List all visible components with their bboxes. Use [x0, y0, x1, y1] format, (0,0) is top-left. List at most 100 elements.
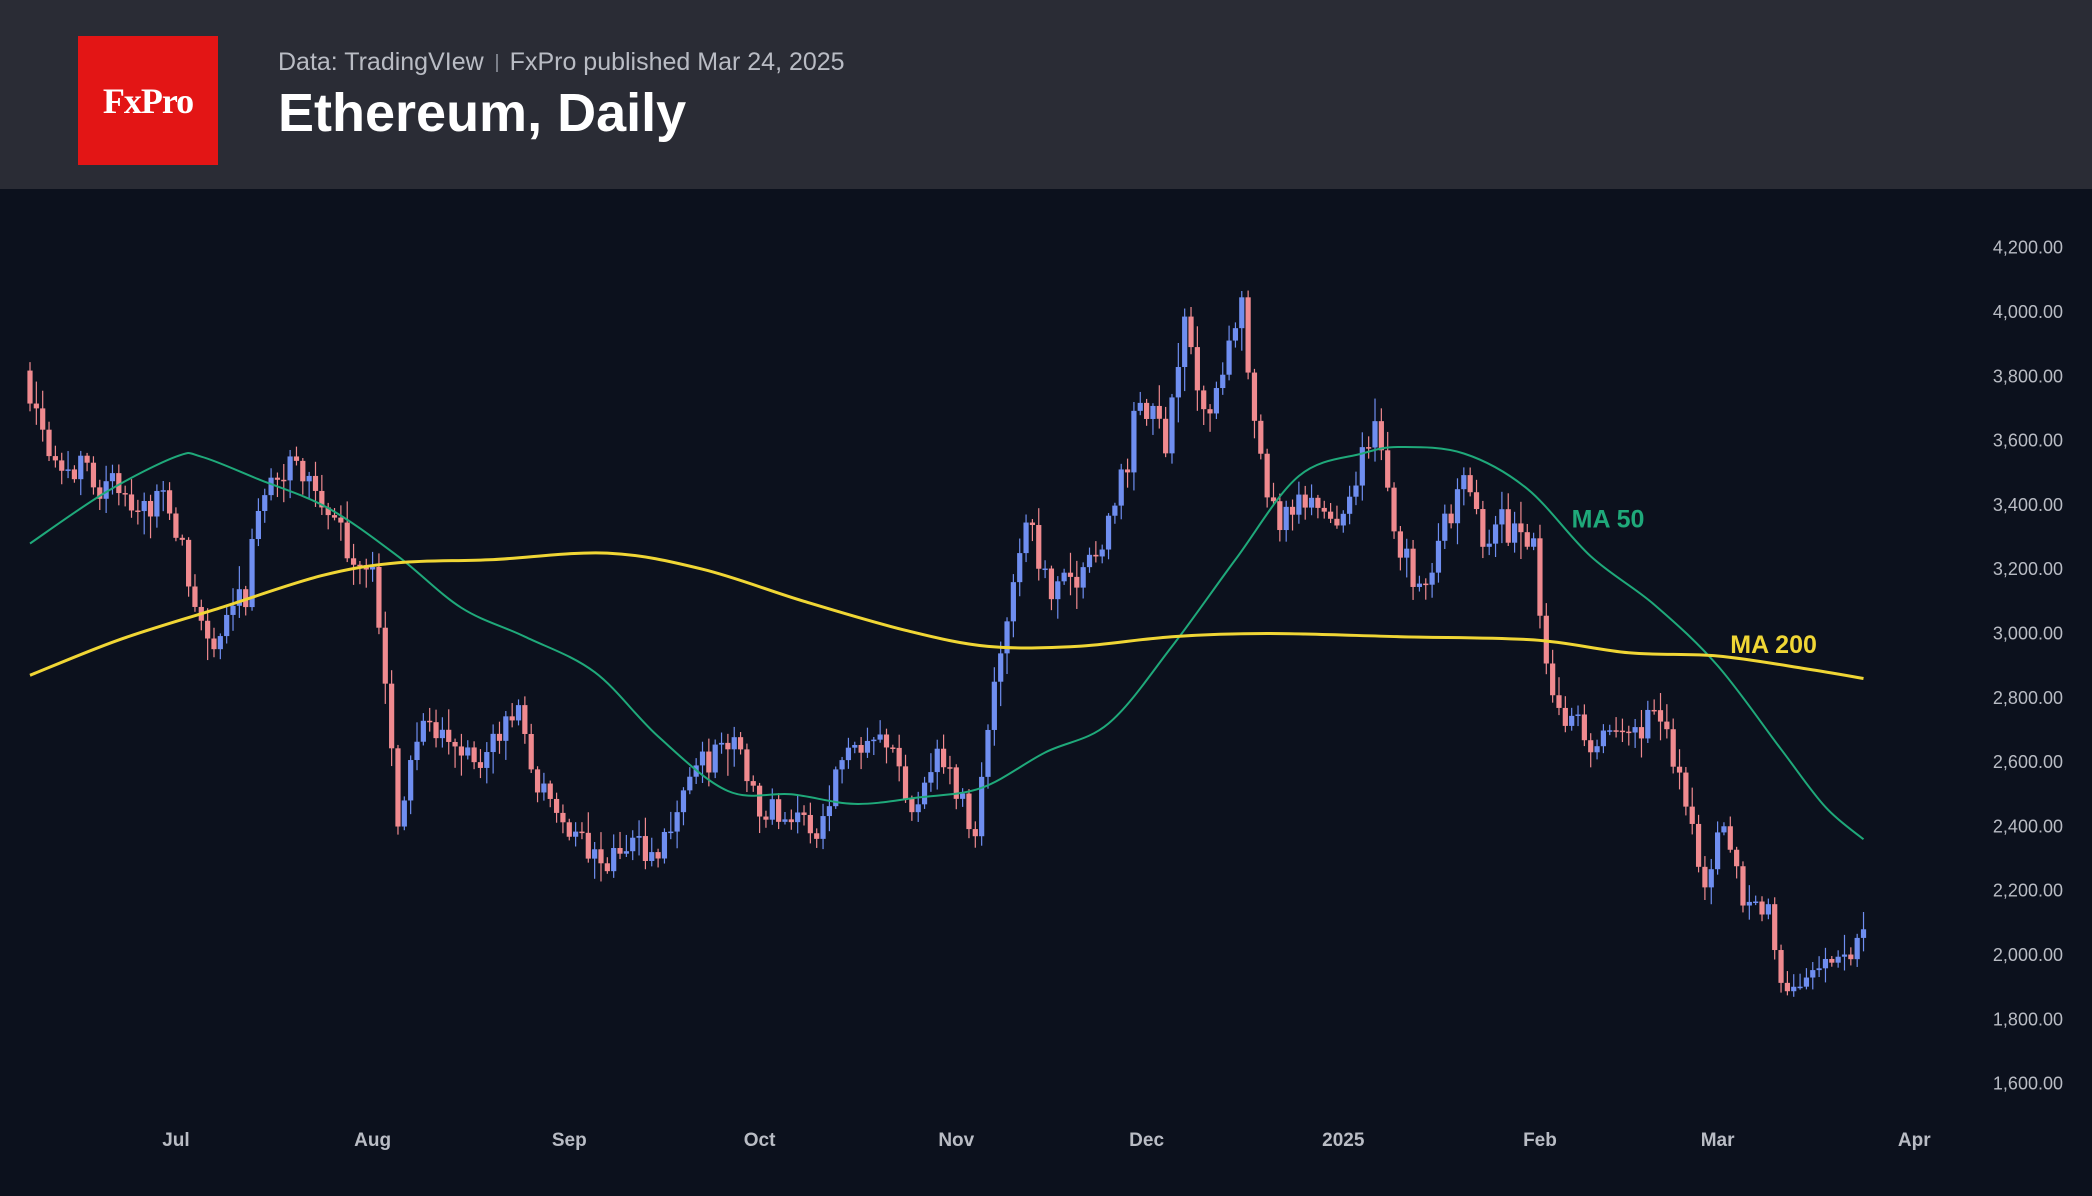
candle-body	[1803, 977, 1810, 987]
candle	[1163, 406, 1169, 458]
candle-body	[1657, 710, 1664, 722]
candle-body	[1562, 707, 1568, 726]
candle	[528, 723, 534, 773]
candle	[725, 733, 731, 776]
candle-body	[1556, 695, 1562, 708]
candle-body	[890, 747, 896, 749]
candle-body	[84, 455, 90, 463]
candle	[960, 788, 966, 807]
candle-body	[1600, 730, 1607, 747]
ethereum-candlestick-chart: MA 50 MA 200 1,600.00 1,800.00 2,000.00 2,20…	[27, 238, 2063, 1151]
candle-body	[1784, 982, 1790, 992]
logo-text: FxPro	[102, 80, 194, 121]
candle-body	[1074, 576, 1080, 588]
candle	[598, 832, 604, 882]
candle-body	[1461, 475, 1467, 490]
candle	[566, 818, 572, 841]
chart-meta: Data: TradingVIew FxPro published Mar 24…	[278, 48, 845, 77]
candle-body	[1410, 548, 1416, 587]
candle	[1004, 617, 1010, 674]
candle	[1581, 704, 1587, 747]
candle	[306, 471, 312, 499]
candle	[1074, 560, 1080, 609]
candle-body	[205, 620, 211, 639]
candle	[826, 785, 832, 832]
candle-body	[40, 408, 46, 430]
candle-body	[699, 751, 706, 766]
candle	[1067, 552, 1074, 596]
y-tick-label: 3,200.00	[1993, 559, 2063, 579]
x-tick-label: Nov	[938, 1130, 974, 1151]
candle-body	[103, 481, 109, 499]
candle-body	[573, 831, 579, 837]
candle-body	[1423, 583, 1429, 586]
publisher: FxPro published Mar 24, 2025	[509, 48, 845, 76]
candle	[363, 558, 369, 588]
candle	[1366, 436, 1372, 459]
candle-body	[1581, 714, 1587, 741]
candle	[1676, 749, 1683, 790]
candle-body	[1613, 730, 1619, 732]
candle-body	[166, 490, 173, 514]
candle	[1220, 362, 1226, 395]
candle-body	[1359, 447, 1365, 486]
candle-body	[1086, 554, 1093, 568]
candle	[1099, 544, 1105, 564]
candle-body	[1131, 410, 1137, 473]
fxpro-logo: FxPro	[78, 36, 218, 165]
candle-body	[446, 729, 452, 742]
price-axis: 1,600.00 1,800.00 2,000.00 2,200.00 2,400.00…	[1993, 238, 2063, 1094]
candle	[52, 445, 58, 468]
candle-body	[1835, 956, 1841, 963]
candle-body	[122, 493, 128, 495]
candle	[611, 834, 617, 878]
candle	[1765, 898, 1771, 920]
candle	[1010, 574, 1016, 638]
candle-body	[369, 566, 376, 570]
candle-body	[300, 460, 306, 482]
candle	[1537, 524, 1543, 629]
candle-body	[737, 737, 744, 750]
candle-body	[966, 793, 972, 830]
candle-body	[1277, 501, 1283, 531]
candle	[1803, 968, 1810, 990]
candle	[757, 782, 763, 834]
candle-body	[1454, 489, 1461, 524]
candle	[1467, 467, 1473, 497]
candle	[718, 732, 725, 754]
candle-body	[1854, 937, 1860, 960]
candle-body	[1473, 492, 1480, 510]
candle	[858, 737, 864, 770]
candle-body	[401, 800, 407, 827]
candle	[1594, 739, 1600, 760]
candle-body	[59, 460, 65, 471]
candle	[389, 670, 395, 767]
candle	[255, 498, 261, 547]
candle	[331, 507, 338, 521]
candle	[668, 811, 674, 840]
candle-body	[1258, 420, 1264, 454]
candle	[84, 452, 90, 472]
candle-body	[725, 742, 731, 750]
candle-body	[281, 479, 287, 482]
candle	[262, 488, 268, 523]
candle	[1308, 484, 1315, 516]
candle	[1683, 767, 1689, 816]
candle-body	[845, 747, 852, 761]
candle	[1613, 717, 1619, 738]
candle	[1112, 502, 1118, 524]
candle	[1626, 725, 1632, 746]
x-tick-label: Dec	[1129, 1130, 1164, 1151]
candle	[173, 507, 179, 542]
candle-body	[1753, 901, 1759, 904]
candle-body	[1010, 582, 1016, 622]
x-tick-label: Aug	[354, 1130, 391, 1151]
candle	[788, 809, 794, 830]
candle	[883, 728, 890, 764]
candle-body	[604, 863, 610, 872]
candle	[744, 743, 750, 793]
candle	[1150, 403, 1156, 435]
candle	[940, 734, 947, 774]
candle	[928, 753, 934, 792]
candle	[991, 667, 997, 746]
